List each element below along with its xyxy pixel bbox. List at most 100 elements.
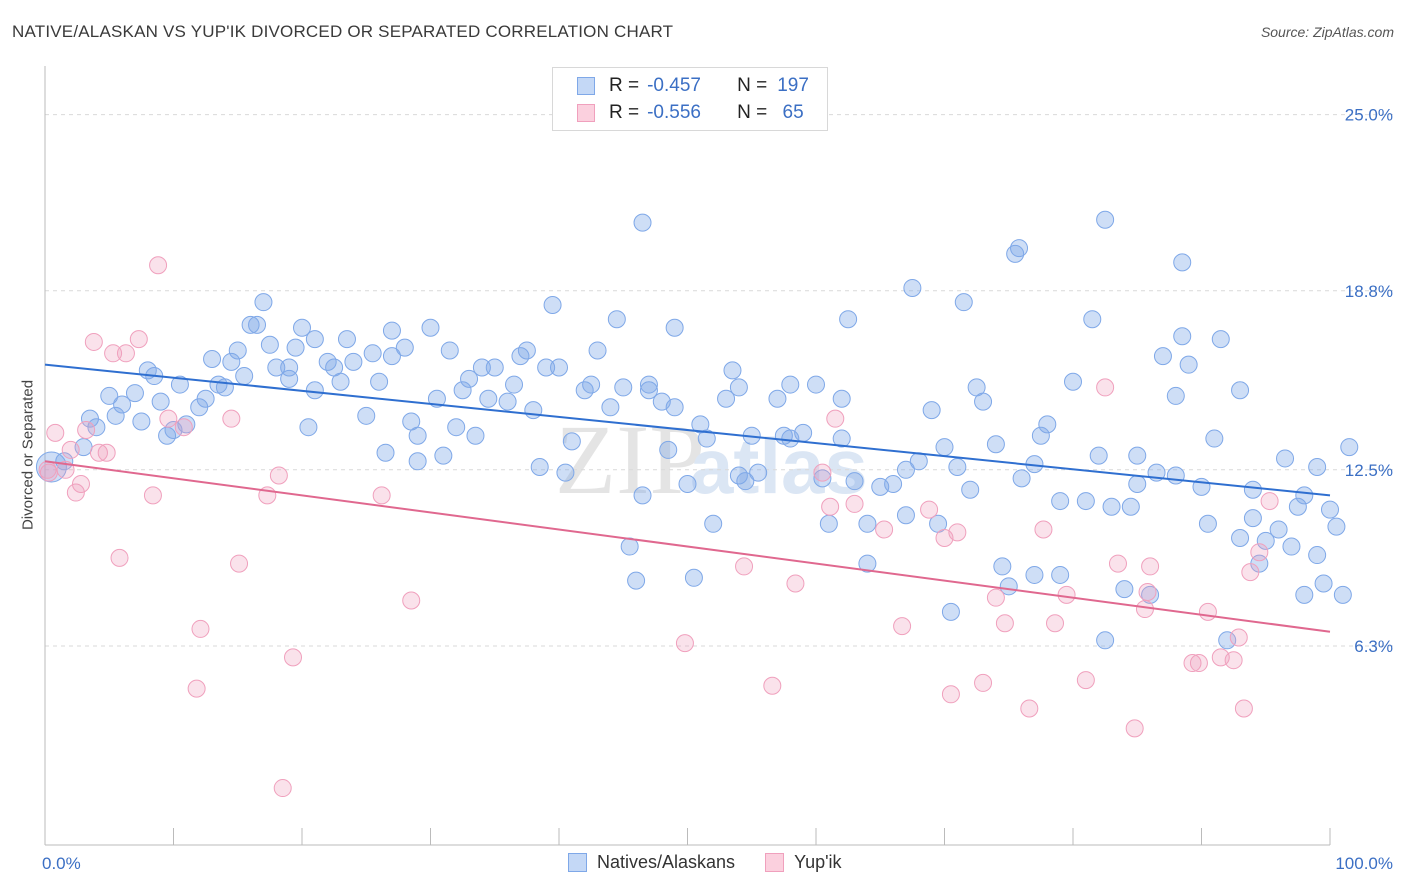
natives-point bbox=[749, 463, 768, 482]
yupik-point bbox=[104, 344, 123, 363]
natives-point bbox=[543, 296, 562, 315]
yupik-legend-swatch bbox=[765, 853, 785, 872]
natives-point bbox=[729, 378, 748, 397]
yupik-point bbox=[402, 591, 421, 610]
yupik-point bbox=[995, 614, 1014, 633]
yupik-point bbox=[1229, 628, 1248, 647]
natives-point bbox=[723, 361, 742, 380]
natives-point bbox=[241, 315, 260, 334]
natives-point bbox=[1102, 497, 1121, 516]
natives-point bbox=[1089, 446, 1108, 465]
natives-point bbox=[832, 429, 851, 448]
natives-point bbox=[614, 378, 633, 397]
natives-point bbox=[434, 446, 453, 465]
natives-point bbox=[819, 514, 838, 533]
natives-point bbox=[1276, 449, 1295, 468]
natives-point bbox=[550, 358, 568, 377]
yupik-point bbox=[974, 673, 993, 692]
natives-point bbox=[858, 514, 877, 533]
natives-point bbox=[781, 375, 800, 394]
yupik-point bbox=[1057, 585, 1076, 604]
natives-point bbox=[267, 358, 286, 377]
natives-point bbox=[485, 358, 504, 377]
chart-title: NATIVE/ALASKAN VS YUP'IK DIVORCED OR SEP… bbox=[12, 22, 674, 41]
legend-item-natives[interactable]: Natives/Alaskans bbox=[568, 852, 735, 873]
natives-point bbox=[421, 318, 440, 337]
y-tick-label: 18.8% bbox=[1345, 282, 1393, 301]
natives-point bbox=[1314, 574, 1333, 593]
natives-point bbox=[1333, 585, 1352, 604]
yupik-point bbox=[77, 421, 96, 440]
natives-point bbox=[248, 315, 267, 334]
natives-point bbox=[293, 318, 311, 337]
natives-point bbox=[961, 480, 980, 499]
yupik-point bbox=[38, 460, 57, 479]
yupik-point bbox=[986, 588, 1005, 607]
natives-point bbox=[1141, 585, 1160, 604]
natives-point bbox=[1096, 210, 1115, 229]
yupik-point bbox=[143, 486, 162, 505]
natives-point bbox=[337, 330, 356, 349]
yupik-point bbox=[372, 486, 391, 505]
yupik-point bbox=[1189, 654, 1208, 673]
natives-point bbox=[440, 341, 459, 360]
yupik-point bbox=[1198, 602, 1217, 621]
natives-point bbox=[472, 358, 491, 377]
natives-point bbox=[357, 406, 376, 425]
natives-point bbox=[954, 293, 973, 312]
natives-point bbox=[1166, 386, 1185, 405]
natives-point bbox=[1051, 492, 1070, 511]
natives-point bbox=[935, 438, 954, 457]
legend-item-yupik[interactable]: Yup'ik bbox=[765, 852, 842, 873]
natives-point bbox=[113, 395, 132, 414]
natives-point bbox=[235, 367, 254, 386]
natives-point bbox=[768, 389, 787, 408]
n-label: N = bbox=[737, 75, 768, 96]
natives-point bbox=[1282, 537, 1301, 556]
natives-point bbox=[896, 460, 915, 479]
yupik-point bbox=[1076, 671, 1095, 690]
yupik-point bbox=[159, 409, 178, 428]
natives-point bbox=[344, 352, 363, 371]
natives-point bbox=[627, 571, 646, 590]
yupik-point bbox=[129, 330, 148, 349]
natives-point bbox=[1295, 486, 1314, 505]
natives-point bbox=[941, 602, 960, 621]
natives-point bbox=[1128, 446, 1147, 465]
natives-point bbox=[993, 557, 1012, 576]
y-tick-label: 25.0% bbox=[1345, 106, 1393, 125]
natives-point bbox=[665, 398, 684, 417]
natives-point bbox=[1256, 531, 1275, 550]
yupik-point bbox=[187, 679, 206, 698]
n-label: N = bbox=[737, 102, 768, 123]
natives-point bbox=[601, 398, 620, 417]
natives-point bbox=[1076, 492, 1095, 511]
natives-point bbox=[1288, 497, 1307, 516]
yupik-point bbox=[84, 332, 103, 351]
natives-point bbox=[1218, 631, 1237, 650]
natives-point bbox=[903, 278, 922, 297]
natives-point bbox=[832, 389, 851, 408]
yupik-point bbox=[941, 685, 960, 704]
natives-point bbox=[87, 418, 106, 437]
natives-point bbox=[228, 341, 247, 360]
natives-point bbox=[222, 352, 241, 371]
n-value: 197 bbox=[777, 75, 809, 96]
natives-point bbox=[588, 341, 607, 360]
yupik-point bbox=[174, 418, 193, 437]
yupik-point bbox=[1034, 520, 1053, 539]
natives-point bbox=[177, 415, 196, 434]
natives-point bbox=[408, 452, 427, 471]
natives-point bbox=[1010, 239, 1029, 258]
natives-point bbox=[498, 392, 517, 411]
yupik-point bbox=[1234, 699, 1253, 718]
natives-point bbox=[633, 213, 652, 232]
stats-row-natives: R = -0.457 N = 197 bbox=[577, 73, 809, 99]
n-value: 65 bbox=[777, 102, 804, 123]
natives-point bbox=[382, 321, 401, 340]
natives-point bbox=[305, 330, 324, 349]
x-tick-label: 100.0% bbox=[1335, 854, 1393, 873]
natives-point bbox=[466, 426, 485, 445]
natives-point bbox=[1198, 514, 1217, 533]
natives-point bbox=[395, 338, 414, 357]
